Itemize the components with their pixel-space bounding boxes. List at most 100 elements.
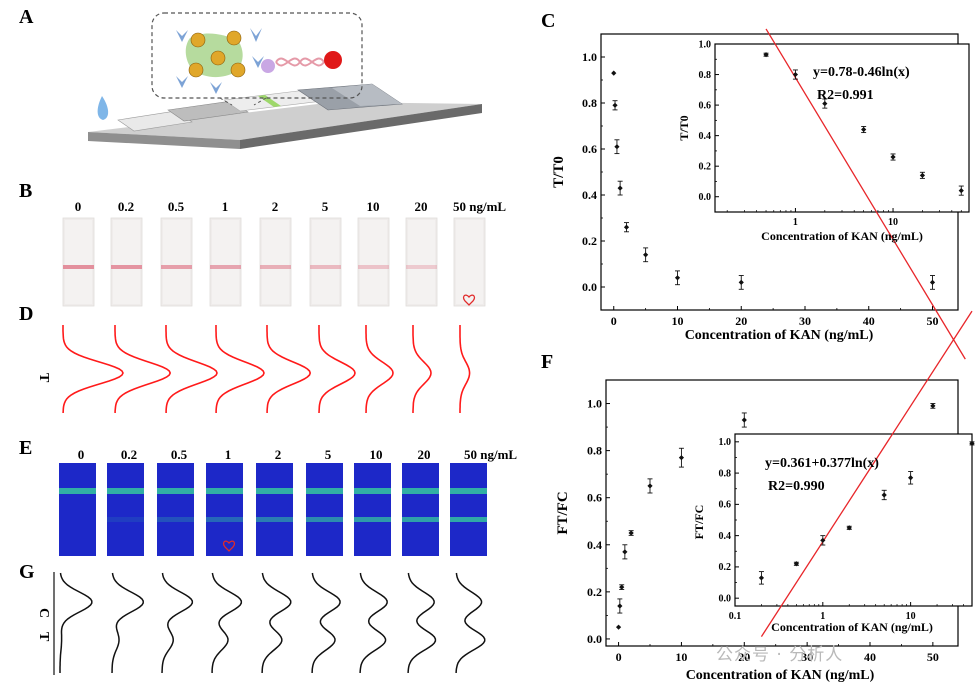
x-tick-label: 40 <box>863 314 875 328</box>
data-point <box>617 185 623 191</box>
fluorescent-strips: 0 0.2 0.5 1 2 5 10 20 50 ng/mL <box>59 447 517 556</box>
peak-profile-black <box>455 572 486 674</box>
x-tick-label: 30 <box>799 314 811 328</box>
strip-label-e: 0.2 <box>121 447 137 462</box>
data-point <box>881 492 887 498</box>
strip-label-e: 1 <box>225 447 232 462</box>
y-tick-label: 0.0 <box>699 192 712 203</box>
y-tick-label: 0.8 <box>582 96 597 110</box>
red-test-line <box>406 265 437 269</box>
x-tick-label: 1 <box>793 217 798 228</box>
fit-line <box>765 28 966 360</box>
data-point <box>619 584 625 590</box>
peak-profile-black <box>111 572 144 674</box>
data-point <box>622 549 628 555</box>
strip-label-b: 2 <box>272 199 279 214</box>
red-peak-profiles <box>62 325 471 414</box>
strip-label-e: 0.5 <box>171 447 188 462</box>
x-tick-label: 10 <box>672 314 684 328</box>
data-point <box>969 440 975 446</box>
data-point <box>919 172 926 178</box>
test-line <box>107 517 144 522</box>
inset-y-axis-label: FT/FC <box>692 505 706 540</box>
r-squared: R2=0.990 <box>768 479 825 494</box>
data-point <box>738 279 744 285</box>
t-line-label-g: T <box>36 632 51 642</box>
x-tick-label: 50 <box>927 314 939 328</box>
test-line <box>256 517 293 522</box>
strip-label-e: 20 <box>418 447 431 462</box>
peak-profile-black <box>211 572 243 673</box>
t-line-label-d: T <box>36 373 51 383</box>
control-line <box>306 488 343 494</box>
strip-membrane <box>65 220 92 304</box>
x-tick-label: 30 <box>801 650 813 664</box>
test-line <box>450 517 487 522</box>
strip-membrane <box>262 220 289 304</box>
inset-y-axis-label: T/T0 <box>677 115 691 140</box>
strip-label-b: 50 ng/mL <box>453 199 506 214</box>
strip-label-b: 0 <box>75 199 82 214</box>
red-test-line <box>210 265 241 269</box>
y-tick-label: 0.2 <box>582 234 597 248</box>
fit-line <box>760 310 973 637</box>
peak-profile-red <box>266 325 312 413</box>
peak-profile-red <box>412 325 432 413</box>
chart-f: 0.00.20.40.60.81.00 10 20 30 40 50Concentrati… <box>555 310 975 683</box>
data-point <box>623 224 630 230</box>
strip-membrane <box>212 220 239 304</box>
peak-profile-red <box>165 325 218 413</box>
data-point <box>846 525 852 531</box>
y-tick-label: 1.0 <box>719 437 732 448</box>
strip-membrane <box>113 220 140 304</box>
data-point <box>822 100 828 107</box>
x-axis-label: Concentration of KAN (ng/mL) <box>686 668 875 683</box>
panel-label-e: E <box>19 437 32 459</box>
watermark: 公众号 · 分析人 <box>716 645 844 665</box>
panel-label-g: G <box>19 561 35 583</box>
data-point <box>763 52 769 58</box>
data-point <box>929 279 936 285</box>
strip-membrane <box>360 220 387 304</box>
peak-profile-black <box>161 572 194 674</box>
strip-label-e: 0 <box>78 447 85 462</box>
fluorescent-strip <box>450 463 487 556</box>
inset-background <box>715 44 969 212</box>
panel-label-c: C <box>541 10 555 32</box>
control-line <box>450 488 487 494</box>
fluorescent-strip <box>206 463 243 556</box>
panel-label-b: B <box>19 180 32 202</box>
fluorescent-strip <box>157 463 194 556</box>
test-line <box>306 517 343 522</box>
y-tick-label: 0.4 <box>582 188 597 202</box>
y-tick-label: 1.0 <box>587 397 602 411</box>
data-point <box>793 561 799 567</box>
fluorescent-strip <box>59 463 96 556</box>
y-tick-label: 0.6 <box>587 491 602 505</box>
colorimetric-strips: 0 0.2 0.5 1 2 5 10 20 50 ng/mL <box>62 199 506 307</box>
y-tick-label: 0.6 <box>719 500 732 511</box>
inset-x-axis-label: Concentration of KAN (ng/mL) <box>761 229 923 243</box>
strip-label-e: 5 <box>325 447 332 462</box>
panel-label-f: F <box>541 351 553 373</box>
strip-label-e: 10 <box>370 447 383 462</box>
red-test-line <box>358 265 389 269</box>
c-line-label-g: C <box>36 608 51 618</box>
fluorescent-strip <box>107 463 144 556</box>
x-tick-label: 10 <box>888 217 898 228</box>
data-point <box>678 455 685 461</box>
y-axis-label: T/T0 <box>551 156 567 188</box>
x-tick-label: 1 <box>820 611 825 622</box>
data-point <box>792 71 799 78</box>
data-point <box>612 102 618 108</box>
test-line <box>354 517 391 522</box>
control-line <box>157 488 194 494</box>
y-axis-label: FT/FC <box>555 491 571 534</box>
peak-profile-black <box>359 572 388 674</box>
y-tick-label: 0.0 <box>719 594 732 605</box>
y-tick-label: 0.8 <box>699 70 712 81</box>
x-tick-label: 10 <box>906 611 916 622</box>
data-point <box>820 537 826 543</box>
data-point <box>615 624 622 630</box>
fluorescent-strip <box>306 463 343 556</box>
